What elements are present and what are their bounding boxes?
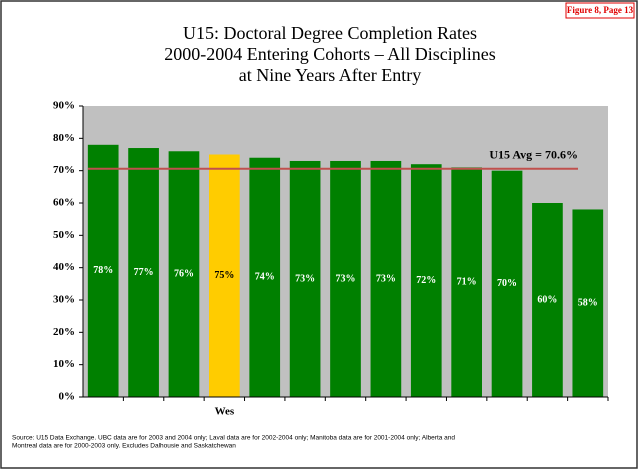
chart-title: at Nine Years After Entry (239, 65, 421, 85)
y-tick-label: 80% (53, 132, 75, 144)
value-label: 70% (497, 278, 517, 289)
x-tick-label: Wes (215, 406, 235, 418)
y-tick-label: 0% (59, 391, 76, 403)
figure-tag: Figure 8, Page 13 (567, 5, 634, 15)
value-label: 74% (255, 272, 275, 283)
value-label: 73% (295, 273, 315, 284)
chart-title: U15: Doctoral Degree Completion Rates (183, 23, 477, 43)
bar (410, 164, 442, 397)
y-tick-label: 30% (53, 294, 75, 306)
y-tick-label: 40% (53, 261, 75, 273)
bar (249, 157, 281, 397)
bar (209, 154, 240, 397)
reference-label: U15 Avg = 70.6% (489, 147, 578, 161)
bar (451, 167, 482, 397)
bar (330, 160, 361, 397)
bar (87, 144, 119, 397)
value-label: 71% (457, 277, 477, 288)
chart-title: 2000-2004 Entering Cohorts – All Discipl… (164, 44, 495, 64)
value-label: 76% (174, 268, 194, 279)
bar (289, 160, 321, 397)
bar (370, 160, 402, 397)
value-label: 58% (578, 298, 598, 309)
value-label: 78% (93, 265, 113, 276)
y-tick-label: 90% (53, 100, 75, 112)
value-label: 72% (416, 275, 436, 286)
value-label: 77% (134, 267, 154, 278)
bar (532, 203, 563, 397)
y-tick-label: 70% (53, 164, 75, 176)
y-tick-label: 20% (53, 326, 75, 338)
value-label: 75% (214, 270, 234, 281)
y-tick-label: 60% (53, 197, 75, 209)
bar (128, 148, 159, 397)
source-note: Montreal data are for 2000-2003 only. Ex… (12, 443, 236, 450)
bar (168, 151, 200, 397)
bar (572, 209, 604, 397)
value-label: 73% (376, 273, 396, 284)
value-label: 73% (336, 273, 356, 284)
source-note: Source: U15 Data Exchange. UBC data are … (12, 435, 455, 442)
bar (491, 170, 523, 397)
value-label: 60% (537, 294, 557, 305)
y-tick-label: 10% (53, 358, 75, 370)
y-tick-label: 50% (53, 229, 75, 241)
figure-tag-box (565, 2, 635, 19)
